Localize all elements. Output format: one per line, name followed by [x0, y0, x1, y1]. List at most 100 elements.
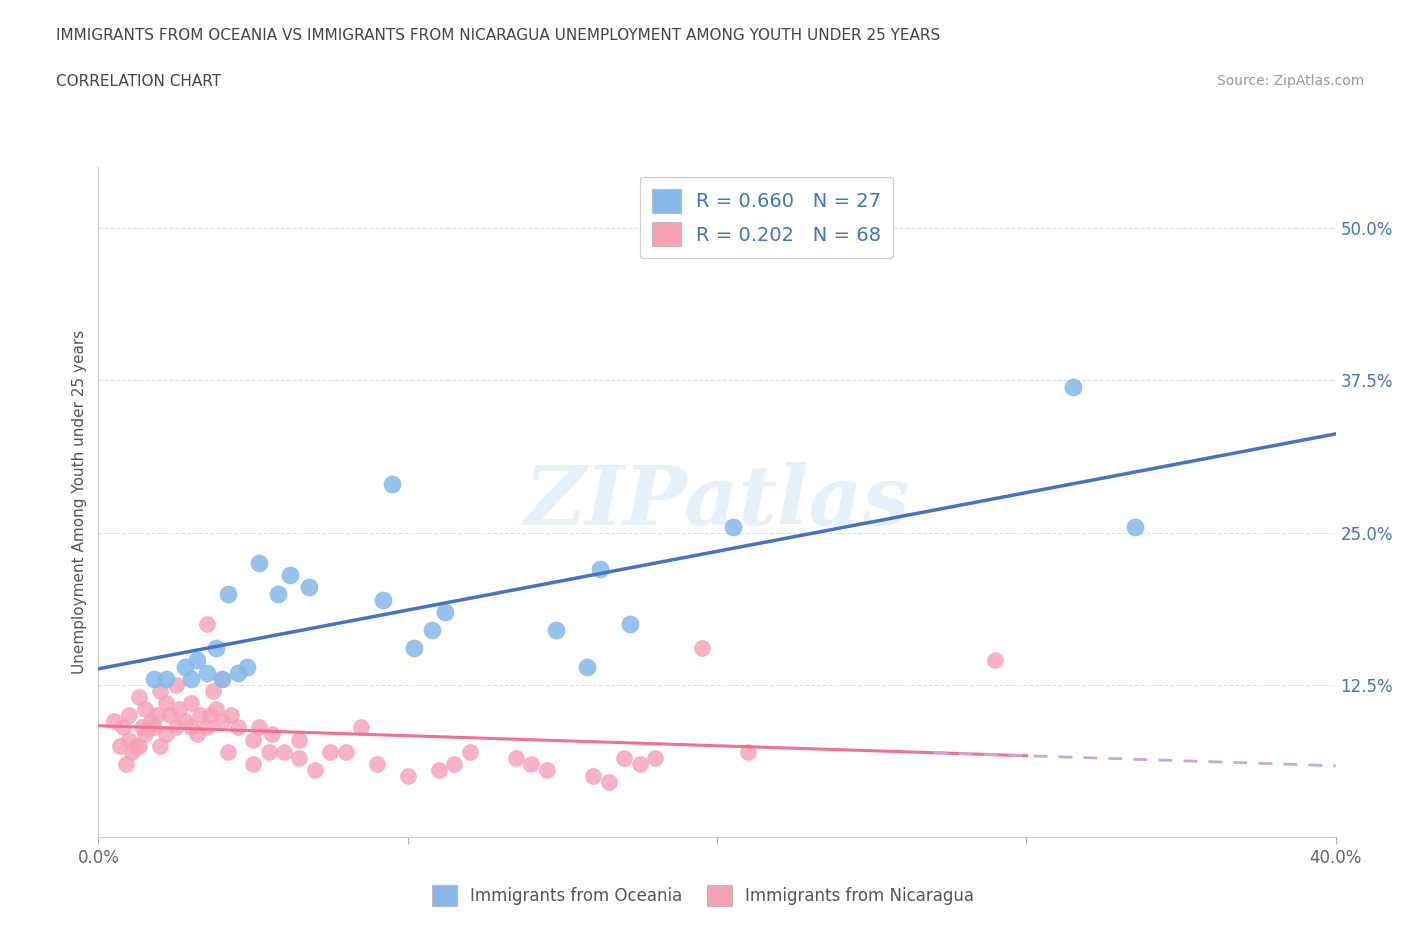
Legend: R = 0.660   N = 27, R = 0.202   N = 68: R = 0.660 N = 27, R = 0.202 N = 68 — [640, 177, 893, 258]
Point — [721, 519, 744, 534]
Point — [644, 751, 666, 765]
Point — [366, 756, 388, 771]
Point — [1123, 519, 1146, 534]
Point — [143, 671, 166, 686]
Point — [273, 744, 295, 759]
Point — [505, 751, 527, 765]
Point — [247, 720, 270, 735]
Point — [174, 659, 197, 674]
Text: Source: ZipAtlas.com: Source: ZipAtlas.com — [1216, 74, 1364, 88]
Point — [186, 726, 208, 741]
Point — [167, 702, 190, 717]
Point — [165, 677, 187, 692]
Point — [242, 732, 264, 747]
Legend: Immigrants from Oceania, Immigrants from Nicaragua: Immigrants from Oceania, Immigrants from… — [425, 879, 981, 912]
Point — [211, 714, 233, 729]
Point — [402, 641, 425, 656]
Text: ZIPatlas: ZIPatlas — [524, 462, 910, 542]
Point — [247, 555, 270, 570]
Point — [520, 756, 543, 771]
Point — [236, 659, 259, 674]
Point — [155, 726, 177, 741]
Point — [149, 684, 172, 698]
Y-axis label: Unemployment Among Youth under 25 years: Unemployment Among Youth under 25 years — [72, 330, 87, 674]
Point — [180, 720, 202, 735]
Point — [180, 671, 202, 686]
Point — [458, 744, 481, 759]
Point — [190, 708, 212, 723]
Point — [217, 586, 239, 601]
Text: CORRELATION CHART: CORRELATION CHART — [56, 74, 221, 89]
Point — [146, 708, 169, 723]
Point — [288, 751, 311, 765]
Point — [143, 720, 166, 735]
Point — [112, 720, 135, 735]
Point — [582, 769, 605, 784]
Point — [195, 617, 218, 631]
Point — [536, 763, 558, 777]
Point — [226, 665, 249, 680]
Point — [260, 726, 283, 741]
Point — [180, 696, 202, 711]
Point — [221, 708, 243, 723]
Point — [155, 671, 177, 686]
Point — [124, 738, 146, 753]
Point — [211, 671, 233, 686]
Point — [1062, 379, 1084, 394]
Point — [165, 720, 187, 735]
Point — [155, 696, 177, 711]
Point — [174, 714, 197, 729]
Point — [371, 592, 394, 607]
Point — [131, 720, 153, 735]
Point — [396, 769, 419, 784]
Text: IMMIGRANTS FROM OCEANIA VS IMMIGRANTS FROM NICARAGUA UNEMPLOYMENT AMONG YOUTH UN: IMMIGRANTS FROM OCEANIA VS IMMIGRANTS FR… — [56, 28, 941, 43]
Point — [576, 659, 599, 674]
Point — [613, 751, 636, 765]
Point — [134, 726, 156, 741]
Point — [737, 744, 759, 759]
Point — [267, 586, 290, 601]
Point — [546, 622, 568, 637]
Point — [136, 720, 159, 735]
Point — [984, 653, 1007, 668]
Point — [288, 732, 311, 747]
Point — [422, 622, 444, 637]
Point — [121, 744, 143, 759]
Point — [195, 665, 218, 680]
Point — [159, 708, 181, 723]
Point — [103, 714, 125, 729]
Point — [242, 756, 264, 771]
Point — [427, 763, 450, 777]
Point — [201, 684, 224, 698]
Point — [217, 744, 239, 759]
Point — [433, 604, 456, 619]
Point — [134, 702, 156, 717]
Point — [128, 689, 150, 704]
Point — [149, 738, 172, 753]
Point — [335, 744, 357, 759]
Point — [278, 568, 301, 583]
Point — [108, 738, 131, 753]
Point — [198, 708, 221, 723]
Point — [443, 756, 465, 771]
Point — [118, 732, 141, 747]
Point — [350, 720, 373, 735]
Point — [186, 653, 208, 668]
Point — [226, 720, 249, 735]
Point — [381, 476, 404, 491]
Point — [619, 617, 641, 631]
Point — [690, 641, 713, 656]
Point — [139, 714, 162, 729]
Point — [128, 738, 150, 753]
Point — [257, 744, 280, 759]
Point — [628, 756, 651, 771]
Point — [319, 744, 342, 759]
Point — [205, 702, 228, 717]
Point — [588, 562, 610, 577]
Point — [205, 641, 228, 656]
Point — [298, 580, 321, 595]
Point — [598, 775, 620, 790]
Point — [115, 756, 138, 771]
Point — [211, 671, 233, 686]
Point — [304, 763, 326, 777]
